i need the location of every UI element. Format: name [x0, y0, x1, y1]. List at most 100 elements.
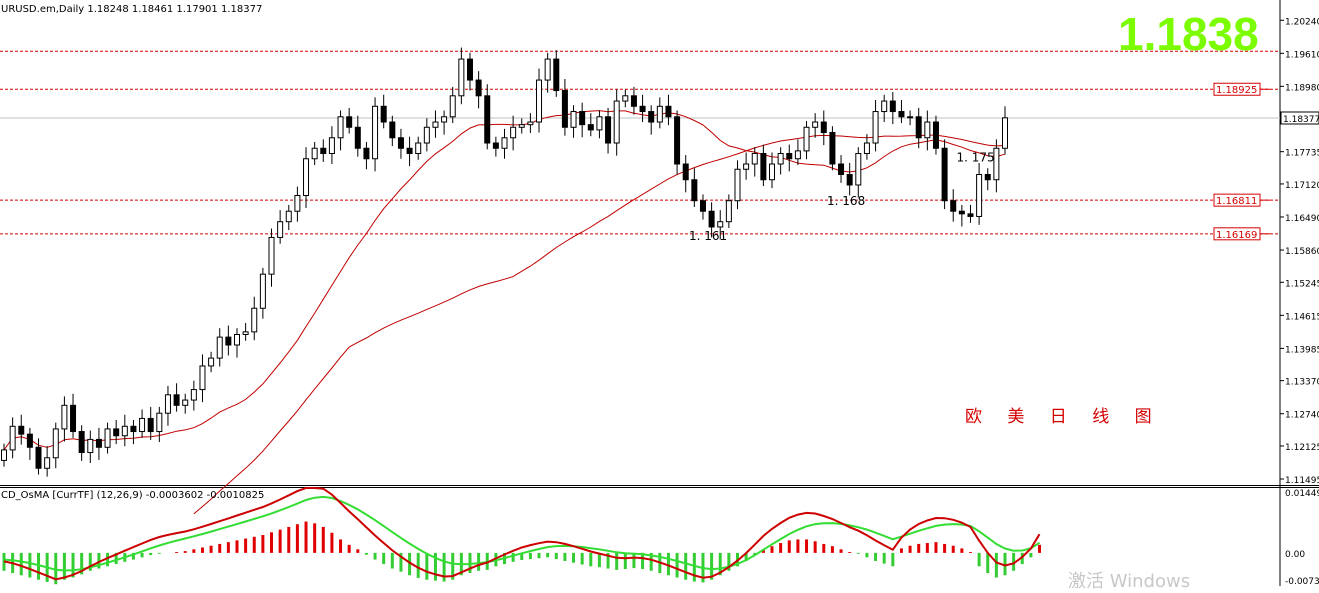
candle-body [579, 111, 586, 126]
candle-body [855, 153, 862, 186]
candle-body [587, 124, 594, 131]
candle-body [725, 200, 732, 223]
candle-body [285, 210, 292, 223]
price-annotations: 1. 161 1. 168 1. 175 [689, 150, 995, 243]
price-axis-label: 1.11495 [1285, 476, 1319, 486]
price-axis-label: 1.19610 [1285, 50, 1319, 60]
candle-body [907, 116, 914, 119]
candle-body [121, 425, 128, 437]
candle-body [95, 438, 102, 448]
candle-body [872, 111, 879, 144]
candle-body [803, 126, 810, 152]
level-lines: 1.18925 1.16811 1.16169 [0, 50, 1280, 241]
candle-body [70, 404, 77, 433]
candle-body [596, 116, 603, 131]
candle-body [769, 163, 776, 181]
indicator-header-title: CD_OsMA [CurrTF] (12,26,9) -0.0003602 -0… [1, 490, 265, 501]
candle-body [691, 179, 698, 202]
price-axis-label: 1.12125 [1285, 443, 1319, 453]
price-axis-label: 1.13985 [1285, 345, 1319, 355]
candle-body [251, 307, 258, 333]
price-axis-label: 1.14615 [1285, 312, 1319, 322]
moving-average-line [3, 110, 1006, 451]
chart-header-title: URUSD.em,Daily 1.18248 1.18461 1.17901 1… [1, 4, 263, 15]
candle-body [173, 394, 180, 406]
candle-body [389, 121, 396, 139]
candle-body [104, 428, 111, 448]
candle-body [561, 90, 568, 128]
candle-body [18, 425, 25, 435]
level-label: 1.18925 [1216, 85, 1257, 96]
current-price-box [1280, 111, 1319, 125]
candle-body [630, 95, 637, 107]
candle-body [449, 95, 456, 118]
candle-body [527, 121, 534, 126]
candle-body [665, 105, 672, 118]
candle-body [311, 147, 318, 160]
candle-body [303, 158, 310, 196]
price-axis-label: 1.13370 [1285, 378, 1319, 388]
candle-body [777, 153, 784, 165]
price-annotation: 1. 175 [956, 150, 994, 164]
chart-label-cn: 欧 美 日 线 图 [965, 407, 1162, 427]
candle-body [786, 153, 793, 160]
level-label: 1.16169 [1216, 230, 1257, 241]
price-axis-label: 1.18980 [1285, 83, 1319, 93]
candle-body [570, 111, 577, 128]
candle-body [164, 394, 171, 414]
candle-body [734, 168, 741, 202]
candle-body [743, 163, 750, 170]
candle-body [35, 446, 42, 469]
indicator-axis-label: -0.00733 [1285, 577, 1319, 586]
candle-body [233, 333, 240, 346]
price-axis: 1.202401.196101.189801.183501.177351.171… [1280, 17, 1319, 486]
candle-body [501, 137, 508, 149]
candle-body [87, 438, 94, 454]
candle-body [380, 105, 387, 123]
candle-body [941, 147, 948, 202]
indicator-axis-label: 0.014494 [1285, 489, 1319, 499]
candle-body [156, 412, 163, 433]
windows-activation-watermark: 激活 Windows [1068, 571, 1191, 592]
candle-body [328, 137, 335, 155]
candle-body [423, 126, 430, 144]
candle-body [881, 100, 888, 113]
candle-body [492, 142, 499, 149]
candle-body [648, 111, 655, 123]
candle-body [190, 389, 197, 401]
candle-body [536, 79, 543, 123]
price-axis-label: 1.17120 [1285, 181, 1319, 191]
osma-main-line [3, 487, 1041, 581]
candle-body [708, 210, 715, 228]
candle-body [26, 433, 33, 448]
candle-body [466, 58, 473, 81]
price-axis-label: 1.16490 [1285, 214, 1319, 224]
moving-average-line [193, 134, 1006, 515]
candle-body [475, 79, 482, 97]
candle-body [751, 153, 758, 165]
candle-body [699, 200, 706, 212]
price-axis-label: 1.17735 [1285, 149, 1319, 159]
candle-body [976, 173, 983, 217]
candle-body [1002, 117, 1008, 149]
candle-body [294, 194, 301, 212]
candle-body [130, 425, 137, 433]
candle-body [397, 137, 404, 149]
candle-body [406, 147, 413, 155]
candle-body [216, 336, 223, 359]
candle-body [924, 121, 931, 139]
candle-body [967, 213, 974, 217]
candle-body [846, 173, 853, 186]
candle-body [682, 163, 689, 181]
price-axis-label: 1.20240 [1285, 17, 1319, 27]
price-axis-label: 1.15245 [1285, 279, 1319, 289]
current-price-big: 1.1838 [1118, 8, 1259, 60]
candle-body [605, 116, 612, 144]
candle-body [346, 116, 353, 128]
candle-body [958, 210, 965, 215]
candle-body [458, 58, 465, 97]
candle-body [915, 116, 922, 139]
candle-body [320, 147, 327, 155]
